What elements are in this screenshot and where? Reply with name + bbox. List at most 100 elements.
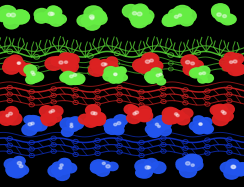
Circle shape [84, 6, 103, 21]
Circle shape [174, 8, 188, 19]
Circle shape [191, 62, 194, 65]
Circle shape [186, 162, 190, 165]
Circle shape [7, 167, 20, 177]
Circle shape [149, 64, 160, 73]
Circle shape [41, 114, 52, 123]
Circle shape [135, 111, 139, 114]
Circle shape [31, 71, 34, 73]
Circle shape [162, 107, 179, 120]
Circle shape [116, 68, 125, 75]
Circle shape [217, 13, 221, 16]
Circle shape [64, 163, 77, 173]
Circle shape [86, 105, 101, 116]
Circle shape [210, 105, 224, 115]
Circle shape [54, 14, 66, 24]
Circle shape [171, 13, 185, 24]
Circle shape [149, 73, 158, 80]
Circle shape [27, 116, 40, 125]
Circle shape [219, 57, 233, 68]
Circle shape [180, 15, 193, 26]
Circle shape [190, 68, 202, 78]
Circle shape [52, 167, 62, 175]
Circle shape [91, 163, 104, 173]
Circle shape [89, 15, 94, 19]
Circle shape [220, 111, 233, 121]
Circle shape [6, 112, 22, 125]
Circle shape [180, 164, 197, 177]
Circle shape [183, 64, 198, 75]
Circle shape [93, 116, 105, 125]
Circle shape [230, 61, 233, 63]
Circle shape [196, 120, 209, 131]
Circle shape [135, 60, 152, 73]
Circle shape [212, 4, 229, 17]
Circle shape [14, 162, 25, 171]
Circle shape [60, 53, 76, 66]
Circle shape [90, 17, 94, 20]
Circle shape [95, 165, 110, 176]
Circle shape [71, 76, 81, 84]
Circle shape [104, 63, 107, 65]
Circle shape [137, 166, 152, 178]
Circle shape [212, 8, 225, 18]
Circle shape [86, 14, 99, 24]
Circle shape [161, 120, 171, 129]
Circle shape [132, 4, 148, 16]
Circle shape [105, 122, 120, 134]
Circle shape [59, 158, 71, 168]
Circle shape [61, 127, 73, 137]
Circle shape [107, 162, 118, 171]
Circle shape [88, 116, 102, 126]
Circle shape [226, 159, 240, 169]
Circle shape [114, 76, 123, 83]
Circle shape [7, 162, 19, 171]
Circle shape [148, 127, 161, 137]
Circle shape [6, 107, 18, 116]
Circle shape [144, 158, 158, 169]
Circle shape [91, 112, 95, 115]
Circle shape [144, 54, 159, 65]
Circle shape [213, 113, 229, 125]
Circle shape [185, 61, 190, 64]
Circle shape [174, 15, 178, 18]
Circle shape [151, 68, 162, 76]
Circle shape [148, 72, 157, 79]
Circle shape [70, 123, 73, 125]
Circle shape [84, 18, 100, 30]
Circle shape [176, 160, 190, 171]
Circle shape [184, 161, 197, 171]
Circle shape [145, 60, 150, 63]
Circle shape [60, 118, 76, 130]
Circle shape [199, 123, 202, 125]
Circle shape [199, 123, 202, 125]
Circle shape [193, 116, 204, 124]
Circle shape [60, 73, 71, 82]
Circle shape [226, 162, 243, 175]
Circle shape [169, 9, 181, 19]
Circle shape [91, 160, 107, 172]
Circle shape [158, 125, 160, 128]
Circle shape [29, 73, 41, 82]
Circle shape [145, 166, 149, 169]
Circle shape [231, 165, 235, 168]
Circle shape [63, 63, 76, 73]
Circle shape [45, 57, 62, 70]
Circle shape [51, 13, 54, 15]
Circle shape [60, 164, 63, 166]
Circle shape [142, 53, 158, 65]
Circle shape [32, 73, 35, 76]
Circle shape [177, 9, 196, 23]
Circle shape [198, 66, 210, 76]
Circle shape [42, 10, 60, 24]
Circle shape [214, 6, 229, 17]
Circle shape [128, 106, 139, 114]
Circle shape [199, 73, 202, 75]
Circle shape [18, 62, 20, 64]
Circle shape [93, 112, 97, 115]
Circle shape [152, 122, 165, 132]
Circle shape [176, 114, 179, 117]
Circle shape [138, 62, 152, 73]
Circle shape [147, 166, 151, 169]
Circle shape [231, 64, 244, 75]
Circle shape [59, 53, 73, 64]
